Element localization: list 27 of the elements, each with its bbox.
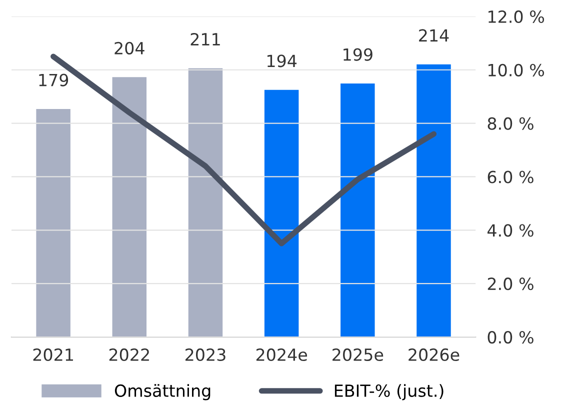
bar bbox=[416, 64, 451, 338]
y2-tick-label: 4.0 % bbox=[488, 224, 534, 237]
y2-tick-label: 8.0 % bbox=[488, 117, 534, 130]
x-tick-label: 2022 bbox=[109, 348, 149, 362]
bar bbox=[340, 84, 375, 338]
data-label: 211 bbox=[190, 32, 220, 46]
y2-tick-label: 12.0 % bbox=[488, 10, 544, 24]
bar bbox=[36, 109, 70, 338]
data-label: 194 bbox=[267, 54, 297, 68]
legend-label: Omsättning bbox=[114, 384, 210, 400]
legend-label: EBIT-% (just.) bbox=[334, 384, 444, 400]
y2-tick-label: 6.0 % bbox=[488, 170, 534, 184]
bar bbox=[188, 68, 223, 338]
bar bbox=[112, 77, 147, 338]
x-tick-label: 2026e bbox=[408, 348, 460, 362]
data-label: 204 bbox=[114, 42, 144, 54]
data-label: 214 bbox=[419, 29, 449, 42]
y2-tick-label: 0.0 % bbox=[488, 330, 534, 344]
data-label: 179 bbox=[39, 74, 68, 86]
data-label: 199 bbox=[344, 48, 372, 61]
y2-tick-label: 2.0 % bbox=[488, 278, 534, 290]
x-tick-label: 2023 bbox=[185, 348, 226, 362]
x-tick-label: 2025e bbox=[332, 348, 384, 362]
y2-tick-label: 10.0 % bbox=[488, 64, 544, 76]
bar bbox=[264, 90, 299, 338]
x-tick-label: 2024e bbox=[256, 348, 308, 362]
x-tick-label: 2021 bbox=[33, 348, 73, 362]
